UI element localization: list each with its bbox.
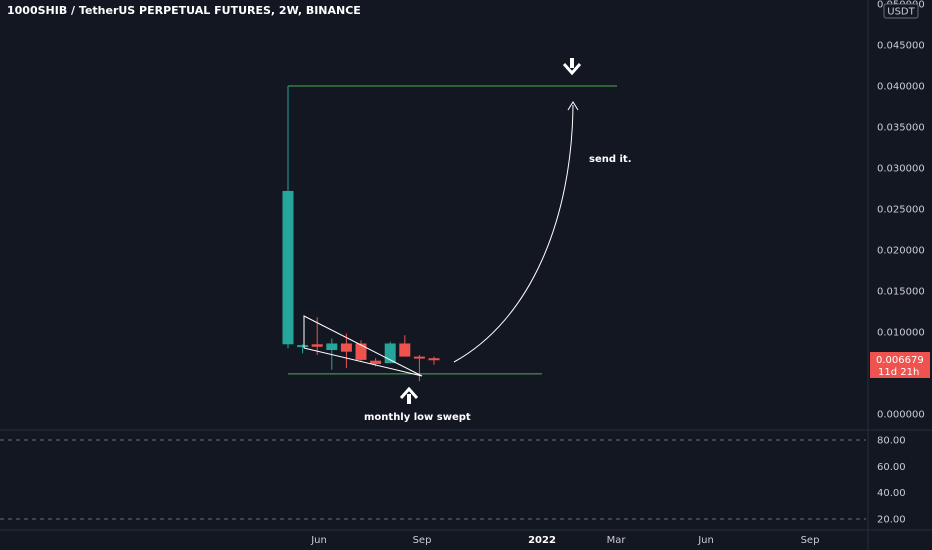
candle: [282, 86, 294, 349]
y-tick-label: 0.040000: [877, 82, 925, 93]
candle: [428, 356, 440, 365]
monthly-low-annotation: monthly low swept: [364, 412, 471, 423]
candle-body: [297, 345, 309, 348]
level-lines: [288, 85, 617, 375]
chart-title: 1000SHIB / TetherUS PERPETUAL FUTURES, 2…: [7, 4, 361, 17]
indicator-tick-label: 40.00: [877, 488, 906, 499]
candle-body: [326, 343, 338, 351]
indicator-pane: 80.00 60.00 40.00 20.00: [0, 436, 906, 526]
indicator-tick-label: 80.00: [877, 436, 906, 447]
candle-body: [370, 360, 382, 364]
candle: [355, 340, 367, 361]
x-tick-label: 2022: [528, 535, 556, 546]
candles: [282, 86, 440, 382]
indicator-tick-label: 60.00: [877, 462, 906, 473]
candle-body: [340, 343, 352, 352]
candle-body: [282, 190, 294, 345]
candle-body: [311, 344, 323, 347]
send-it-annotation: send it.: [589, 154, 632, 165]
x-axis-labels: Jun Sep 2022 Mar Jun Sep: [310, 535, 819, 546]
y-tick-label: 0.025000: [877, 205, 925, 216]
y-tick-label: 0.035000: [877, 123, 925, 134]
projection-curve: [453, 104, 574, 363]
candle: [311, 317, 323, 355]
last-price-countdown: 11d 21h: [878, 367, 919, 378]
wedge-drawing: [303, 315, 423, 377]
arrow-up-icon: [399, 386, 419, 404]
y-tick-label: 0.015000: [877, 287, 925, 298]
y-tick-label: 0.010000: [877, 328, 925, 339]
last-price-value: 0.006679: [876, 355, 924, 366]
x-tick-label: Jun: [310, 535, 327, 546]
candle-body: [355, 343, 367, 360]
candle-body: [384, 343, 396, 364]
y-tick-label: 0.000000: [877, 410, 925, 421]
candle-body: [399, 343, 411, 357]
candle-body: [413, 356, 425, 359]
x-tick-label: Mar: [607, 535, 627, 546]
x-tick-label: Sep: [413, 535, 432, 546]
candle: [413, 354, 425, 382]
candle: [340, 333, 352, 369]
y-tick-label: 0.045000: [877, 41, 925, 52]
candle: [297, 344, 309, 354]
last-price-badge: 0.006679 11d 21h: [870, 352, 930, 378]
indicator-tick-label: 20.00: [877, 515, 906, 526]
projection-arrowhead: [567, 101, 579, 111]
candle: [399, 335, 411, 357]
candle-body: [428, 358, 440, 361]
x-tick-label: Jun: [697, 535, 714, 546]
y-tick-label: 0.030000: [877, 164, 925, 175]
currency-badge-label: USDT: [887, 7, 915, 18]
arrow-down-icon: [562, 58, 582, 76]
currency-badge[interactable]: USDT: [883, 3, 919, 19]
y-tick-label: 0.020000: [877, 246, 925, 257]
x-tick-label: Sep: [801, 535, 820, 546]
